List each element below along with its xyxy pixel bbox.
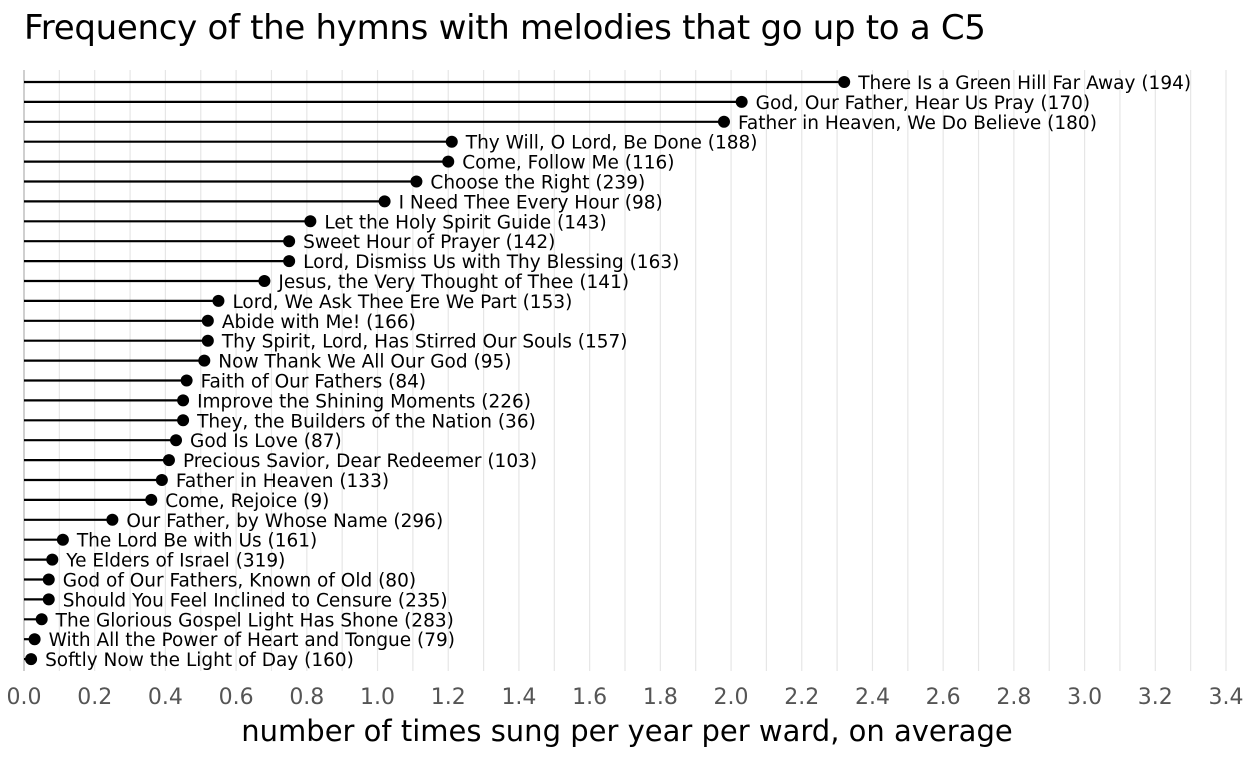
data-point	[46, 553, 59, 566]
x-tick-label: 0.8	[289, 685, 324, 710]
x-tick-label: 1.2	[431, 685, 466, 710]
data-point	[304, 215, 317, 228]
point-label: Thy Will, O Lord, Be Done (188)	[465, 133, 758, 154]
point-label: God of Our Fathers, Known of Old (80)	[63, 571, 416, 592]
point-label: Come, Rejoice (9)	[165, 491, 329, 512]
point-label: Choose the Right (239)	[430, 173, 645, 194]
point-label: With All the Power of Heart and Tongue (…	[49, 630, 455, 651]
data-point	[25, 653, 38, 666]
x-tick-label: 3.2	[1138, 685, 1173, 710]
x-tick-label: 2.4	[855, 685, 890, 710]
data-point	[177, 414, 190, 427]
data-point	[378, 195, 391, 208]
point-label: Thy Spirit, Lord, Has Stirred Our Souls …	[221, 332, 628, 353]
x-tick-label: 1.4	[501, 685, 536, 710]
point-label: Should You Feel Inclined to Censure (235…	[63, 590, 448, 611]
point-label: Father in Heaven (133)	[176, 471, 389, 492]
data-point	[201, 334, 214, 347]
data-point	[28, 633, 41, 646]
point-label: Precious Savior, Dear Redeemer (103)	[183, 451, 537, 472]
x-tick-label: 2.0	[714, 685, 749, 710]
point-label: Our Father, by Whose Name (296)	[126, 511, 443, 532]
data-point	[283, 255, 296, 268]
data-point	[201, 314, 214, 327]
data-point	[258, 275, 271, 287]
data-point	[145, 493, 158, 506]
x-tick-label: 0.0	[7, 685, 42, 710]
x-tick-labels: 0.0 0.2 0.4 0.6 0.8 1.0 1.2 1.4 1.6 1.8 2.0 2.2 2.4 2…	[7, 685, 1244, 710]
point-label: I Need Thee Every Hour (98)	[399, 192, 663, 213]
x-tick-label: 2.2	[784, 685, 819, 710]
x-tick-label: 3.4	[1209, 685, 1244, 710]
data-point	[42, 593, 55, 606]
data-point	[283, 235, 296, 248]
point-label: God, Our Father, Hear Us Pray (170)	[756, 93, 1090, 114]
x-tick-label: 3.0	[1067, 685, 1102, 710]
point-label: Let the Holy Spirit Guide (143)	[324, 212, 606, 233]
data-point	[198, 354, 211, 367]
point-label: Softly Now the Light of Day (160)	[45, 650, 354, 671]
data-point	[177, 394, 190, 407]
x-tick-label: 2.8	[996, 685, 1031, 710]
data-point	[735, 95, 748, 108]
data-point	[445, 135, 458, 148]
x-tick-label: 0.6	[219, 685, 254, 710]
data-point	[410, 175, 423, 188]
point-label: Father in Heaven, We Do Believe (180)	[738, 113, 1097, 134]
point-label: Improve the Shining Moments (226)	[197, 391, 531, 412]
grid-lines	[23, 70, 1227, 671]
x-tick-label: 1.8	[643, 685, 678, 710]
point-label: Abide with Me! (166)	[222, 312, 416, 333]
x-tick-label: 2.6	[926, 685, 961, 710]
point-label: The Lord Be with Us (161)	[76, 531, 317, 552]
x-tick-label: 1.0	[360, 685, 395, 710]
x-tick-label: 1.6	[572, 685, 607, 710]
data-point	[106, 513, 119, 526]
chart-title: Frequency of the hymns with melodies tha…	[24, 8, 986, 48]
point-label: Jesus, the Very Thought of Thee (141)	[277, 272, 629, 293]
data-point	[155, 474, 168, 486]
data-point	[35, 613, 48, 626]
data-point	[212, 294, 225, 307]
point-label: Faith of Our Fathers (84)	[201, 372, 427, 393]
point-label: There Is a Green Hill Far Away (194)	[857, 73, 1191, 94]
x-tick-label: 0.4	[148, 685, 183, 710]
x-axis-label: number of times sung per year per ward, …	[241, 714, 1013, 748]
data-point	[717, 115, 730, 128]
point-label: They, the Builders of the Nation (36)	[196, 411, 536, 432]
point-label: Come, Follow Me (116)	[462, 153, 674, 174]
point-label: The Glorious Gospel Light Has Shone (283…	[55, 610, 454, 631]
point-label: Ye Elders of Israel (319)	[65, 551, 285, 572]
data-point	[162, 454, 175, 467]
point-label: God Is Love (87)	[190, 431, 342, 452]
data-point	[442, 155, 455, 168]
data-point	[838, 76, 851, 88]
point-label: Now Thank We All Our God (95)	[218, 352, 511, 373]
data-point	[56, 533, 69, 546]
point-label: Lord, Dismiss Us with Thy Blessing (163)	[303, 252, 679, 273]
data-marks: There Is a Green Hill Far Away (194)God,…	[24, 73, 1191, 671]
data-point	[170, 434, 183, 447]
x-tick-label: 0.2	[77, 685, 112, 710]
data-point	[42, 573, 55, 586]
point-label: Sweet Hour of Prayer (142)	[303, 232, 555, 253]
point-label: Lord, We Ask Thee Ere We Part (153)	[232, 292, 572, 313]
data-point	[180, 374, 193, 387]
